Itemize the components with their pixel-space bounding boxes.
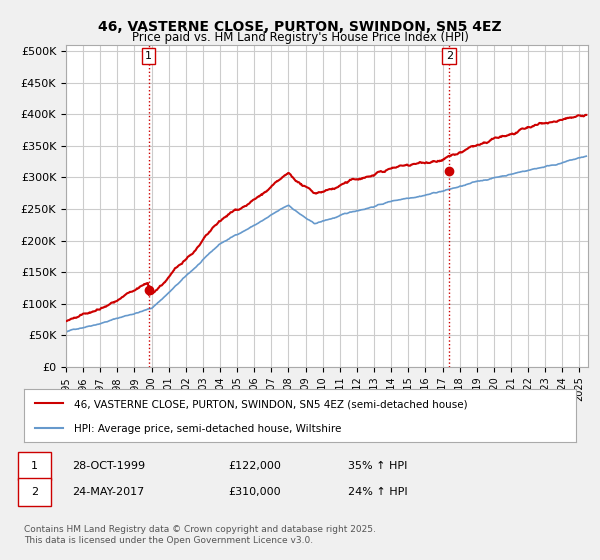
Text: £310,000: £310,000	[228, 487, 281, 497]
Text: 2: 2	[31, 487, 38, 497]
Text: 35% ↑ HPI: 35% ↑ HPI	[348, 461, 407, 471]
Text: 46, VASTERNE CLOSE, PURTON, SWINDON, SN5 4EZ: 46, VASTERNE CLOSE, PURTON, SWINDON, SN5…	[98, 20, 502, 34]
Text: 24-MAY-2017: 24-MAY-2017	[72, 487, 144, 497]
Text: 1: 1	[31, 461, 38, 471]
Text: £122,000: £122,000	[228, 461, 281, 471]
Text: 28-OCT-1999: 28-OCT-1999	[72, 461, 145, 471]
Text: Contains HM Land Registry data © Crown copyright and database right 2025.
This d: Contains HM Land Registry data © Crown c…	[24, 525, 376, 545]
Text: 24% ↑ HPI: 24% ↑ HPI	[348, 487, 407, 497]
Text: 1: 1	[145, 51, 152, 61]
Text: HPI: Average price, semi-detached house, Wiltshire: HPI: Average price, semi-detached house,…	[74, 424, 341, 434]
Text: 46, VASTERNE CLOSE, PURTON, SWINDON, SN5 4EZ (semi-detached house): 46, VASTERNE CLOSE, PURTON, SWINDON, SN5…	[74, 399, 467, 409]
Text: 2: 2	[446, 51, 453, 61]
Text: Price paid vs. HM Land Registry's House Price Index (HPI): Price paid vs. HM Land Registry's House …	[131, 31, 469, 44]
